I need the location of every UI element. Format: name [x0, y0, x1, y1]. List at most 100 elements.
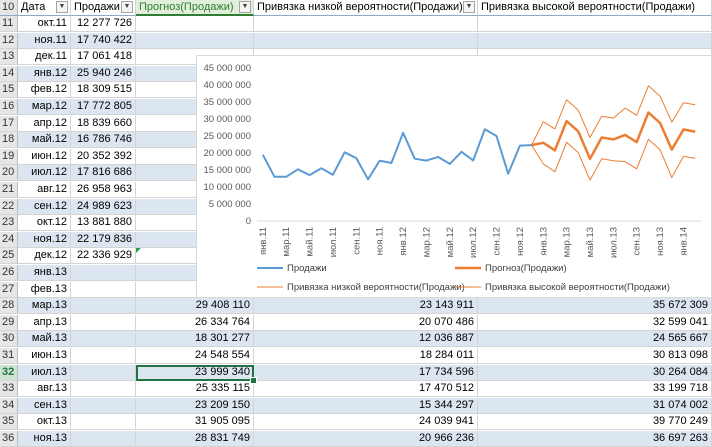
- low-bound-cell[interactable]: 15 344 297: [254, 397, 478, 414]
- row-number[interactable]: 34: [0, 397, 18, 414]
- low-bound-cell[interactable]: 12 036 887: [254, 331, 478, 348]
- high-bound-cell[interactable]: 33 199 718: [478, 381, 712, 398]
- forecast-cell[interactable]: [136, 32, 254, 49]
- date-cell[interactable]: май.12: [18, 132, 71, 149]
- row-number[interactable]: 33: [0, 381, 18, 398]
- date-cell[interactable]: июл.12: [18, 165, 71, 182]
- sales-cell[interactable]: [71, 348, 136, 364]
- sales-cell[interactable]: 22 179 836: [71, 231, 136, 248]
- date-cell[interactable]: авг.12: [18, 182, 71, 198]
- low-bound-cell[interactable]: 17 470 512: [254, 381, 478, 398]
- row-number[interactable]: 11: [0, 16, 18, 32]
- low-bound-cell[interactable]: 18 284 011: [254, 348, 478, 364]
- row-number[interactable]: 29: [0, 314, 18, 331]
- high-bound-cell[interactable]: 30 813 098: [478, 348, 712, 364]
- sales-cell[interactable]: 18 309 515: [71, 82, 136, 99]
- sales-cell[interactable]: 26 958 963: [71, 182, 136, 198]
- column-header-forecast[interactable]: Прогноз(Продажи) ▼: [136, 0, 254, 16]
- filter-dropdown-icon[interactable]: ▼: [121, 1, 133, 13]
- forecast-cell[interactable]: 31 905 095: [136, 414, 254, 431]
- row-number[interactable]: 19: [0, 148, 18, 165]
- sales-cell[interactable]: 17 816 686: [71, 165, 136, 182]
- row-number[interactable]: 24: [0, 231, 18, 248]
- low-bound-cell[interactable]: 23 143 911: [254, 298, 478, 315]
- low-bound-cell[interactable]: 20 070 486: [254, 314, 478, 331]
- sales-cell[interactable]: 16 786 746: [71, 132, 136, 149]
- sales-cell[interactable]: 25 940 246: [71, 65, 136, 82]
- date-cell[interactable]: дек.11: [18, 49, 71, 66]
- row-number[interactable]: 23: [0, 215, 18, 232]
- forecast-cell[interactable]: 25 335 115: [136, 381, 254, 398]
- low-bound-cell[interactable]: [254, 32, 478, 49]
- date-cell[interactable]: фев.13: [18, 281, 71, 298]
- row-number[interactable]: 12: [0, 32, 18, 49]
- filter-dropdown-icon[interactable]: ▼: [56, 1, 68, 13]
- filter-dropdown-icon[interactable]: ▼: [463, 1, 475, 13]
- row-number[interactable]: 17: [0, 115, 18, 132]
- low-bound-cell[interactable]: 17 734 596: [254, 364, 478, 381]
- low-bound-cell[interactable]: 24 039 941: [254, 414, 478, 431]
- column-header-sales[interactable]: Продажи ▼: [71, 0, 136, 16]
- row-number[interactable]: 14: [0, 65, 18, 82]
- high-bound-cell[interactable]: 35 672 309: [478, 298, 712, 315]
- row-header[interactable]: 10: [0, 0, 18, 16]
- sales-cell[interactable]: [71, 265, 136, 281]
- row-number[interactable]: 28: [0, 298, 18, 315]
- row-number[interactable]: 15: [0, 82, 18, 99]
- sales-cell[interactable]: 22 336 929: [71, 248, 136, 265]
- row-number[interactable]: 16: [0, 99, 18, 115]
- sales-cell[interactable]: [71, 281, 136, 298]
- date-cell[interactable]: янв.13: [18, 265, 71, 281]
- sales-cell[interactable]: [71, 381, 136, 398]
- date-cell[interactable]: сен.12: [18, 198, 71, 215]
- column-header-high[interactable]: Привязка высокой вероятности(Продажи): [478, 0, 712, 16]
- forecast-chart[interactable]: 45 000 000 40 000 000 35 000 000 30 000 000…: [196, 55, 712, 298]
- date-cell[interactable]: сен.13: [18, 397, 71, 414]
- forecast-cell[interactable]: 23 999 340: [136, 364, 254, 381]
- row-number[interactable]: 21: [0, 182, 18, 198]
- row-number[interactable]: 22: [0, 198, 18, 215]
- forecast-cell[interactable]: 29 408 110: [136, 298, 254, 315]
- sales-cell[interactable]: 17 772 805: [71, 99, 136, 115]
- date-cell[interactable]: ноя.11: [18, 32, 71, 49]
- date-cell[interactable]: мар.12: [18, 99, 71, 115]
- sales-cell[interactable]: 17 740 422: [71, 32, 136, 49]
- row-number[interactable]: 20: [0, 165, 18, 182]
- sales-cell[interactable]: 13 881 880: [71, 215, 136, 232]
- sales-cell[interactable]: [71, 397, 136, 414]
- date-cell[interactable]: май.13: [18, 331, 71, 348]
- date-cell[interactable]: ноя.12: [18, 231, 71, 248]
- row-number[interactable]: 25: [0, 248, 18, 265]
- high-bound-cell[interactable]: 30 264 084: [478, 364, 712, 381]
- date-cell[interactable]: авг.13: [18, 381, 71, 398]
- sales-cell[interactable]: [71, 331, 136, 348]
- sales-cell[interactable]: 24 989 623: [71, 198, 136, 215]
- high-bound-cell[interactable]: [478, 32, 712, 49]
- forecast-cell[interactable]: 26 334 764: [136, 314, 254, 331]
- column-header-date[interactable]: Дата ▼: [18, 0, 71, 16]
- fill-handle[interactable]: [250, 376, 257, 384]
- high-bound-cell[interactable]: [478, 16, 712, 32]
- date-cell[interactable]: июн.12: [18, 148, 71, 165]
- date-cell[interactable]: фев.12: [18, 82, 71, 99]
- date-cell[interactable]: окт.11: [18, 16, 71, 32]
- high-bound-cell[interactable]: 32 599 041: [478, 314, 712, 331]
- column-header-low[interactable]: Привязка низкой вероятности(Продажи) ▼: [254, 0, 478, 16]
- row-number[interactable]: 30: [0, 331, 18, 348]
- row-number[interactable]: 27: [0, 281, 18, 298]
- date-cell[interactable]: окт.13: [18, 414, 71, 431]
- row-number[interactable]: 32: [0, 364, 18, 381]
- sales-cell[interactable]: [71, 298, 136, 315]
- forecast-cell[interactable]: 23 209 150: [136, 397, 254, 414]
- row-number[interactable]: 26: [0, 265, 18, 281]
- date-cell[interactable]: янв.12: [18, 65, 71, 82]
- high-bound-cell[interactable]: 24 565 667: [478, 331, 712, 348]
- row-number[interactable]: 13: [0, 49, 18, 66]
- date-cell[interactable]: дек.12: [18, 248, 71, 265]
- low-bound-cell[interactable]: [254, 16, 478, 32]
- date-cell[interactable]: июн.13: [18, 348, 71, 364]
- forecast-cell[interactable]: 18 301 277: [136, 331, 254, 348]
- sales-cell[interactable]: [71, 314, 136, 331]
- date-cell[interactable]: окт.12: [18, 215, 71, 232]
- forecast-cell[interactable]: 24 548 554: [136, 348, 254, 364]
